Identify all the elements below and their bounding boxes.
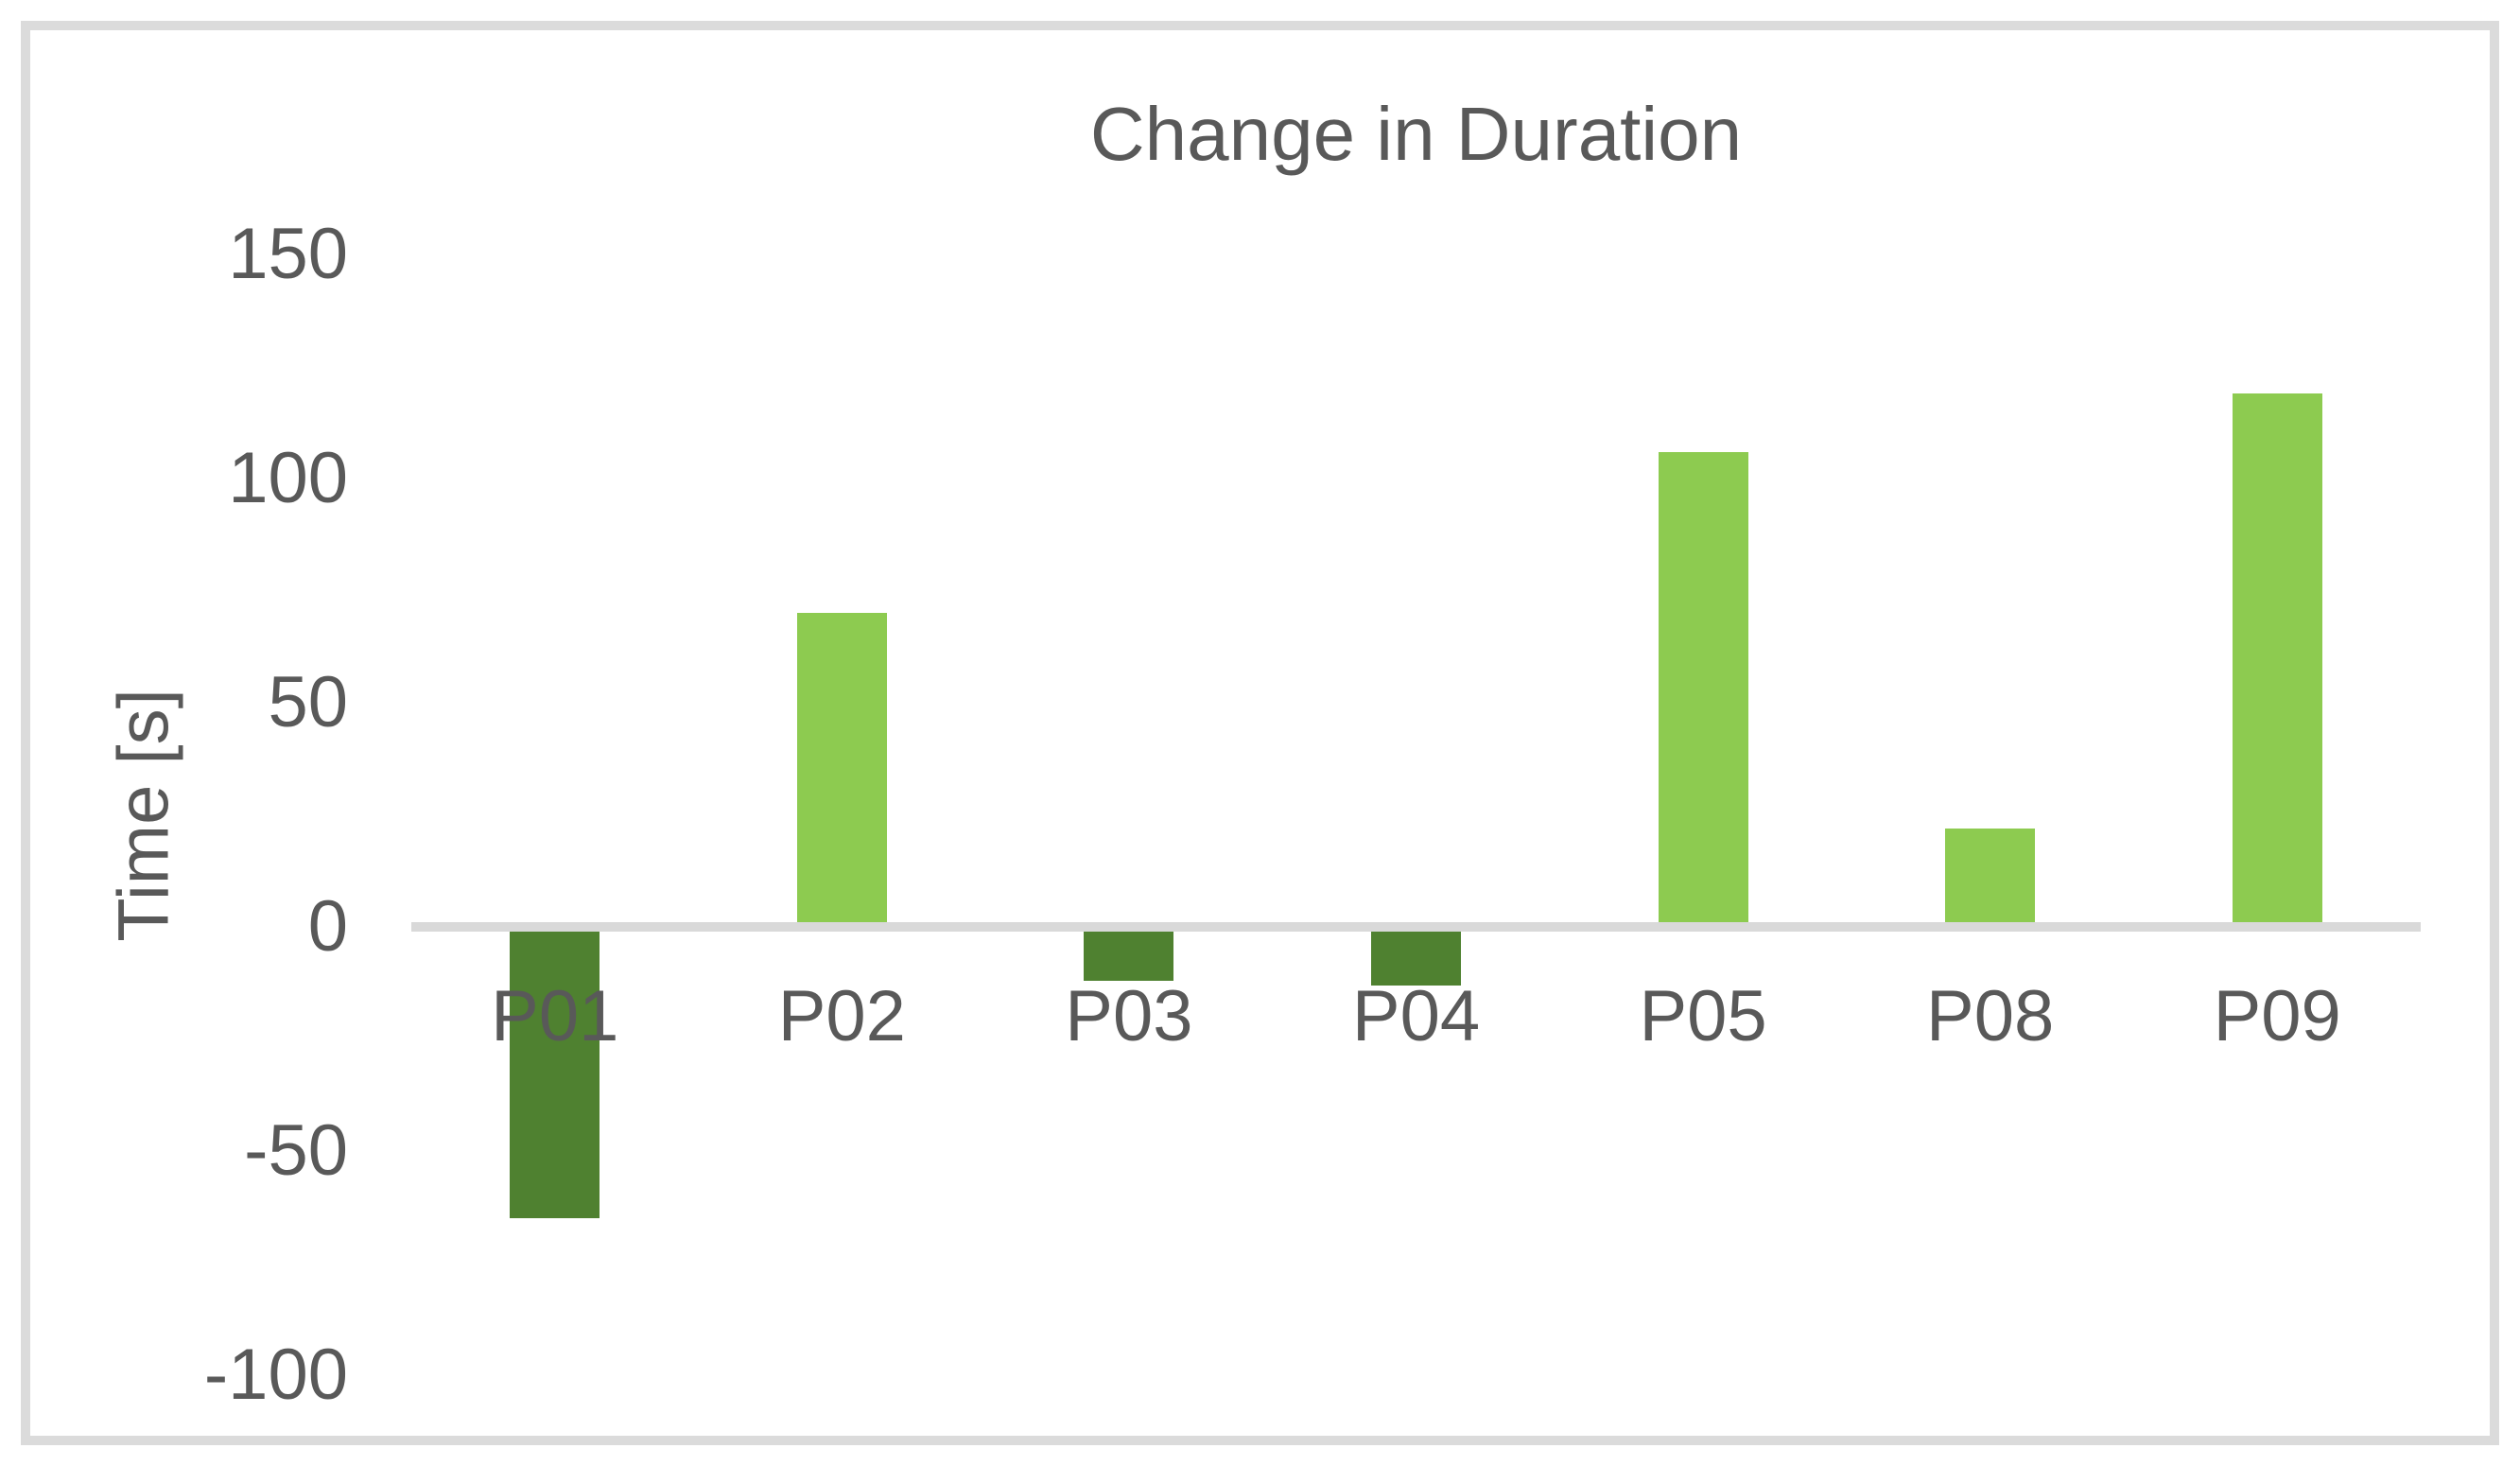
chart-border-frame (21, 21, 2499, 1445)
y-axis-tick-label--50: -50 (244, 1110, 348, 1191)
bar-P09 (2232, 393, 2322, 927)
y-axis-tick-label-150: 150 (228, 214, 348, 294)
y-axis-tick-label-0: 0 (307, 886, 348, 967)
bar-P08 (1945, 828, 2036, 927)
x-axis-label-P08: P08 (1926, 976, 2055, 1056)
x-axis-line (411, 922, 2421, 932)
bar-P04 (1371, 927, 1461, 986)
bar-P01 (510, 927, 600, 1219)
y-axis-tick-label-50: 50 (268, 662, 348, 742)
y-axis-tick-label-100: 100 (228, 438, 348, 518)
x-axis-label-P02: P02 (777, 976, 906, 1056)
y-axis-tick-label--100: -100 (203, 1335, 348, 1415)
x-axis-label-P01: P01 (491, 976, 619, 1056)
x-axis-label-P04: P04 (1351, 976, 1481, 1056)
x-axis-label-P03: P03 (1065, 976, 1193, 1056)
bar-P02 (796, 613, 887, 927)
x-axis-label-P09: P09 (2213, 976, 2341, 1056)
chart-title: Change in Duration (1089, 92, 1743, 176)
bar-P05 (1658, 451, 1748, 927)
bar-P03 (1084, 927, 1174, 981)
x-axis-label-P05: P05 (1639, 976, 1767, 1056)
